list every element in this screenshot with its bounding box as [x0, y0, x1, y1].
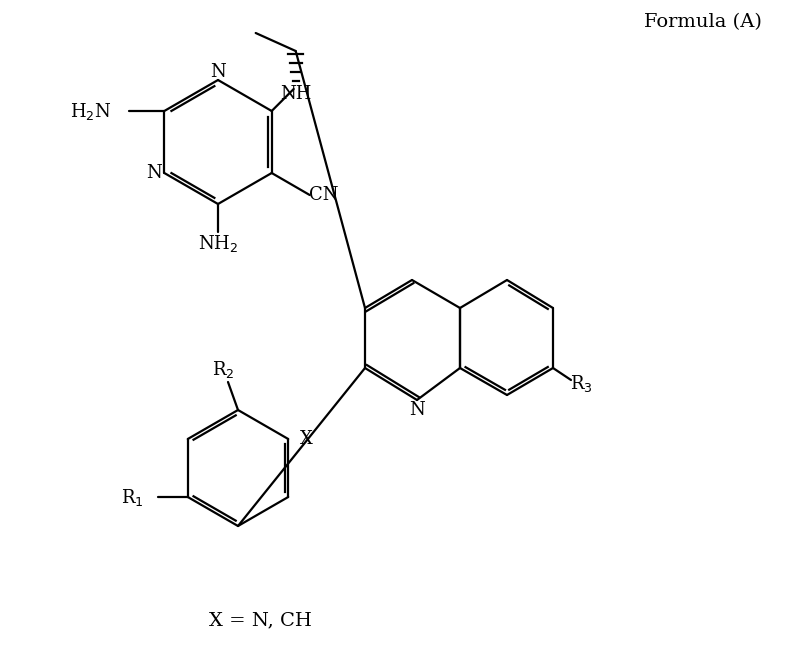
Text: Formula (A): Formula (A)	[644, 13, 762, 31]
Text: N: N	[147, 164, 162, 182]
Text: NH: NH	[280, 85, 311, 103]
Text: N: N	[409, 401, 425, 419]
Text: X: X	[300, 430, 313, 448]
Text: X = N, CH: X = N, CH	[208, 611, 311, 629]
Text: R$_1$: R$_1$	[121, 486, 144, 507]
Text: H$_2$N: H$_2$N	[70, 101, 111, 121]
Text: CN: CN	[309, 186, 338, 204]
Text: N: N	[210, 63, 226, 81]
Text: R$_3$: R$_3$	[569, 372, 592, 394]
Text: R$_2$: R$_2$	[212, 358, 234, 379]
Text: NH$_2$: NH$_2$	[198, 234, 238, 255]
